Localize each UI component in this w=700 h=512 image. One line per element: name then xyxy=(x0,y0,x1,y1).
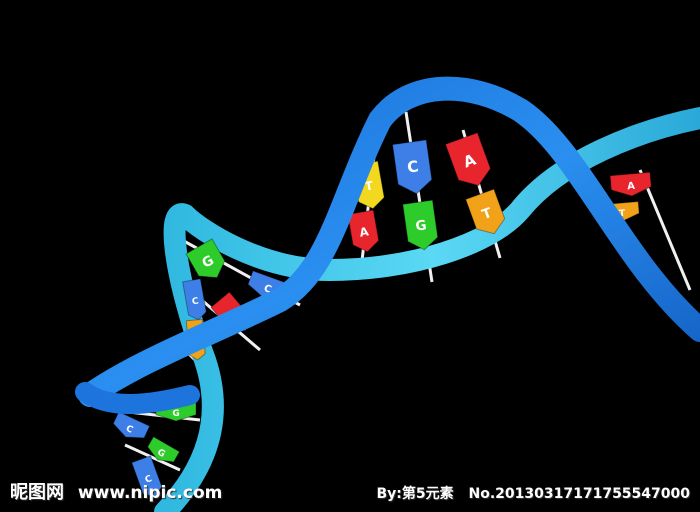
site-watermark: 昵图网 www.nipic.com xyxy=(10,478,222,504)
base-letter: A xyxy=(358,224,369,239)
author-watermark: By:第5元素 No.20130317171755547000 xyxy=(367,483,691,503)
base-block: C xyxy=(182,278,207,321)
site-name-cn: 昵图网 xyxy=(10,482,64,503)
blue-backbone-strand xyxy=(78,76,700,407)
base-block: C xyxy=(391,139,433,195)
author-label: By:第5元素 xyxy=(376,486,454,502)
base-block: G xyxy=(147,436,181,463)
cyan-backbone-strand xyxy=(154,107,700,512)
base-letter: G xyxy=(172,409,179,419)
base-letter: T xyxy=(619,209,627,220)
base-letter: T xyxy=(364,178,374,193)
base-letter: G xyxy=(414,217,427,234)
base-block: C xyxy=(112,411,151,439)
base-letter: C xyxy=(124,424,135,436)
base-letter: C xyxy=(191,296,200,307)
base-block: A xyxy=(444,132,492,187)
site-url: www.nipic.com xyxy=(77,483,223,503)
base-letter: C xyxy=(144,474,154,486)
base-block: C xyxy=(131,455,163,498)
image-number: No.20130317171755547000 xyxy=(468,486,690,502)
base-letter: C xyxy=(262,283,273,296)
base-letter: A xyxy=(627,181,636,193)
base-block: G xyxy=(402,199,439,251)
base-letter: G xyxy=(155,448,166,460)
base-block: A xyxy=(609,171,652,197)
base-block: A xyxy=(347,209,380,253)
base-block: T xyxy=(465,188,506,235)
blue-backbone-strand-lower xyxy=(75,382,200,414)
base-block: G xyxy=(185,238,226,279)
base-letter: C xyxy=(406,157,420,176)
